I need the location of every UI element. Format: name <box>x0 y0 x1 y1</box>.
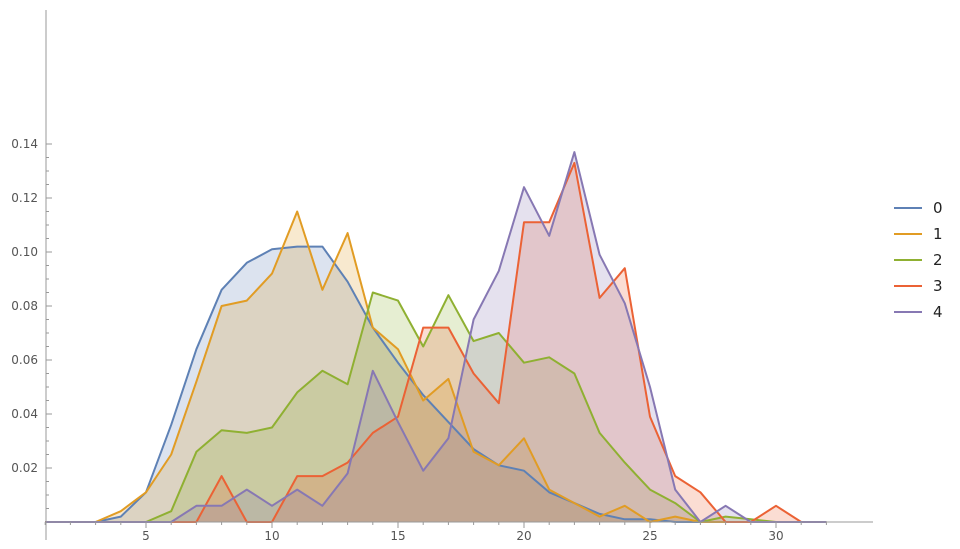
x-tick-label: 15 <box>390 529 405 543</box>
legend-label-4: 4 <box>933 303 943 321</box>
y-tick-label: 0.02 <box>11 461 38 475</box>
x-tick-label: 10 <box>264 529 279 543</box>
y-tick-label: 0.10 <box>11 245 38 259</box>
series-0-area <box>45 246 827 522</box>
legend-label-3: 3 <box>933 277 943 295</box>
series-2-line <box>45 291 827 523</box>
y-tick-label: 0.06 <box>11 353 38 367</box>
series-1-line <box>45 210 827 523</box>
x-tick-label: 20 <box>516 529 531 543</box>
y-tick-label: 0.08 <box>11 299 38 313</box>
legend-label-0: 0 <box>933 199 943 217</box>
axes: 5 10 15 20 25 30 0.02 0.04 0.06 0.08 0.10 0.12 0.14 <box>11 10 873 543</box>
series-1-area <box>45 211 827 522</box>
legend: 0 1 2 3 4 <box>894 199 943 321</box>
x-tick-label: 25 <box>642 529 657 543</box>
series-4-area <box>45 152 827 522</box>
y-tick-label: 0.12 <box>11 191 38 205</box>
series-3-area <box>45 162 827 522</box>
y-tick-label: 0.14 <box>11 137 38 151</box>
x-tick-label: 30 <box>768 529 783 543</box>
legend-label-1: 1 <box>933 225 943 243</box>
legend-label-2: 2 <box>933 251 943 269</box>
y-tick-label: 0.04 <box>11 407 38 421</box>
x-tick-label: 5 <box>142 529 150 543</box>
series-4-line <box>45 151 827 523</box>
